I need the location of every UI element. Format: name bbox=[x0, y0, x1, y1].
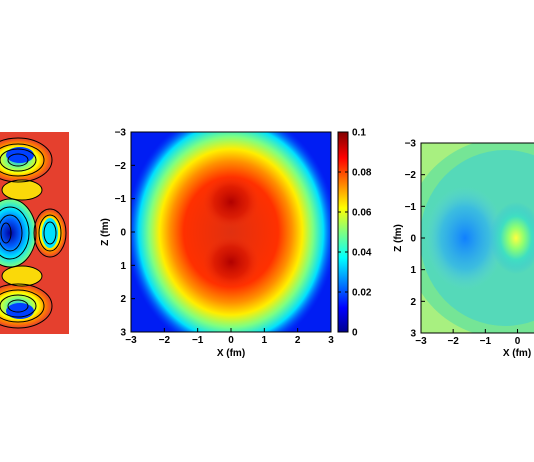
middle-y-tick-label: −1 bbox=[115, 194, 127, 205]
middle-x-tick-label: −3 bbox=[125, 335, 137, 346]
middle-x-axis-label: X (fm) bbox=[217, 348, 245, 359]
middle-x-tick-label: 0 bbox=[228, 335, 234, 346]
middle-x-tick-label: 2 bbox=[295, 335, 301, 346]
middle-y-tick-label: 1 bbox=[120, 261, 126, 272]
middle-x-tick-label: 3 bbox=[328, 335, 334, 346]
left-lobe-center bbox=[0, 199, 36, 267]
colorbar-tick-label: 0.08 bbox=[352, 168, 372, 179]
left-contour-panel bbox=[0, 132, 69, 334]
right-x-tick-label: −3 bbox=[415, 336, 427, 347]
colorbar-tick-label: 0.1 bbox=[352, 128, 366, 139]
right-y-ticks: −3 −2 −1 0 1 2 3 bbox=[405, 139, 425, 340]
right-center-peak bbox=[490, 202, 534, 274]
right-y-tick-label: −3 bbox=[405, 139, 417, 150]
left-core-top bbox=[6, 147, 34, 163]
right-x-tick-label: −1 bbox=[480, 336, 492, 347]
middle-y-tick-label: −2 bbox=[115, 161, 127, 172]
right-y-tick-label: 2 bbox=[410, 297, 416, 308]
right-x-tick-label: −2 bbox=[447, 336, 459, 347]
right-x-ticks: −3 −2 −1 0 bbox=[415, 329, 521, 347]
middle-colorbar-ticks: 0 0.02 0.04 0.06 0.08 0.1 bbox=[338, 128, 372, 339]
middle-y-tick-label: 2 bbox=[120, 294, 126, 305]
right-y-tick-label: 3 bbox=[410, 329, 416, 340]
middle-y-tick-label: 0 bbox=[120, 228, 126, 239]
right-y-axis-label: Z (fm) bbox=[393, 224, 404, 252]
left-band-lower bbox=[2, 266, 42, 286]
right-x-tick-label: 0 bbox=[515, 336, 521, 347]
middle-x-tick-label: −2 bbox=[159, 335, 171, 346]
middle-x-ticks: −3 −2 −1 0 1 2 3 bbox=[125, 328, 334, 346]
middle-peak-lower bbox=[203, 236, 259, 288]
middle-x-tick-label: −1 bbox=[192, 335, 204, 346]
colorbar-tick-label: 0.06 bbox=[352, 208, 372, 219]
middle-y-tick-label: −3 bbox=[115, 128, 127, 139]
middle-y-ticks: −3 −2 −1 0 1 2 3 bbox=[115, 128, 135, 339]
middle-y-axis-label: Z (fm) bbox=[100, 218, 111, 246]
right-y-tick-label: −2 bbox=[405, 170, 417, 181]
middle-colorbar bbox=[337, 131, 349, 333]
left-core-bottom bbox=[6, 303, 34, 319]
right-y-tick-label: 0 bbox=[410, 234, 416, 245]
middle-y-tick-label: 3 bbox=[120, 328, 126, 339]
colorbar-tick-label: 0.02 bbox=[352, 288, 372, 299]
colorbar-tick-label: 0 bbox=[352, 328, 358, 339]
middle-heatmap-plot bbox=[131, 132, 331, 332]
left-band-upper bbox=[2, 180, 42, 200]
right-contour-plot bbox=[421, 143, 534, 333]
middle-x-tick-label: 1 bbox=[262, 335, 268, 346]
right-contour-panel: −3 −2 −1 0 −3 −2 −1 0 1 2 3 X (fm) Z (fm) bbox=[393, 139, 534, 359]
right-y-tick-label: −1 bbox=[405, 202, 417, 213]
middle-heatmap-blob bbox=[131, 132, 331, 332]
right-y-tick-label: 1 bbox=[410, 265, 416, 276]
left-contour-lines bbox=[0, 137, 67, 329]
right-x-axis-label: X (fm) bbox=[503, 348, 531, 359]
colorbar-tick-label: 0.04 bbox=[352, 248, 372, 259]
right-blue-lobe bbox=[425, 186, 505, 290]
middle-heatmap-panel: −3 −2 −1 0 1 2 3 −3 −2 −1 0 1 2 3 X (fm) Z (fm) 0 0.0… bbox=[100, 128, 372, 360]
middle-peak-upper bbox=[203, 176, 259, 228]
